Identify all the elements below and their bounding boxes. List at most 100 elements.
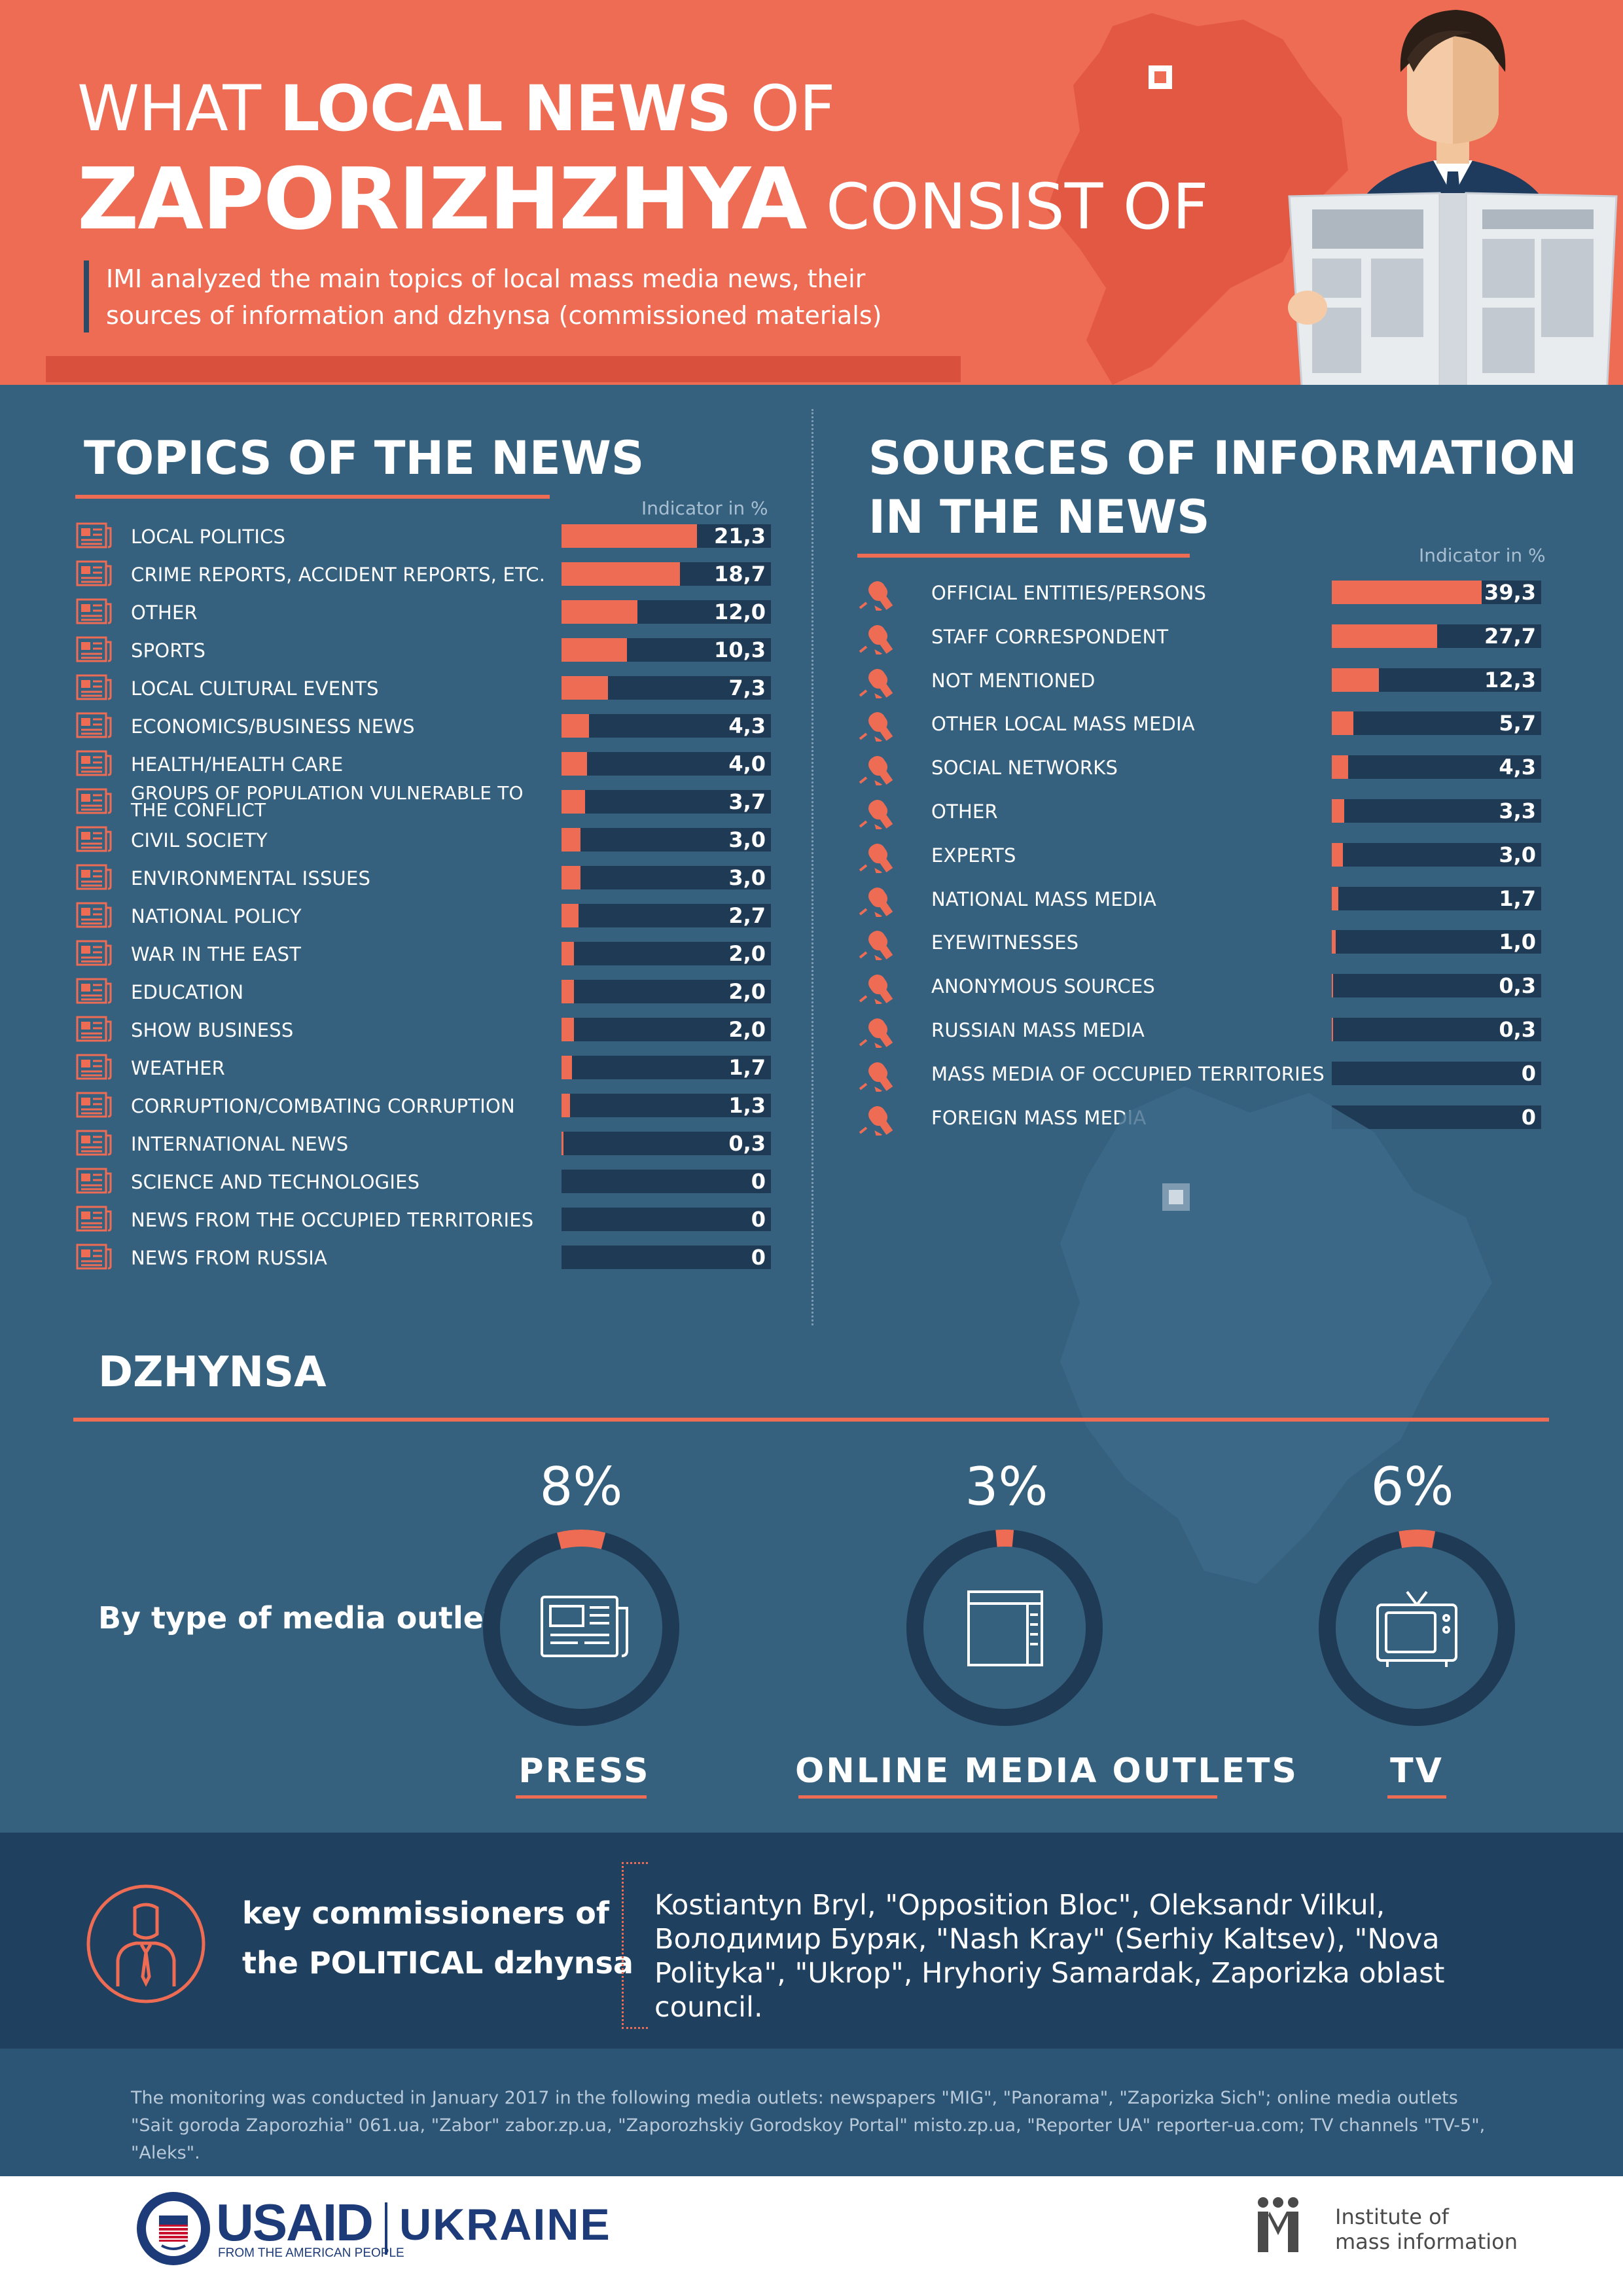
tv-label: TV (1390, 1751, 1444, 1791)
note-band (0, 2049, 1623, 2176)
bar-category-label: INTERNATIONAL NEWS (131, 1133, 349, 1155)
bar-track: 2,0 (562, 1018, 771, 1041)
person-icon (86, 1884, 205, 2003)
bar-category-label: NEWS FROM RUSSIA (131, 1247, 327, 1269)
newspaper-icon (76, 901, 113, 929)
dzhynsa-title: DZHYNSA (98, 1348, 327, 1397)
bar-track: 12,3 (1332, 668, 1541, 692)
bar (562, 676, 608, 700)
newspaper-icon (76, 863, 113, 891)
microphone-icon (857, 578, 894, 614)
bar-value-label: 12,0 (714, 600, 766, 624)
bar-track: 0 (562, 1246, 771, 1269)
bar (562, 562, 681, 586)
sources-rule (857, 554, 1190, 558)
bar-value-label: 27,7 (1484, 623, 1536, 649)
topics-indicator-label: Indicator in % (641, 497, 768, 519)
bar-track: 3,7 (562, 790, 771, 814)
newspaper-icon (76, 1205, 113, 1232)
usaid-logo-text: USAID (216, 2193, 374, 2251)
bar-value-label: 1,7 (728, 1055, 766, 1080)
microphone-icon (857, 840, 894, 876)
bar-category-label: CORRUPTION/COMBATING CORRUPTION (131, 1095, 515, 1117)
bar (562, 1056, 573, 1079)
press-label: PRESS (518, 1751, 651, 1791)
bar-track: 4,0 (562, 752, 771, 776)
bar-category-label: MASS MEDIA OF OCCUPIED TERRITORIES (931, 1062, 1325, 1085)
bar (562, 942, 575, 965)
bar-category-label: SOCIAL NETWORKS (931, 757, 1118, 780)
commissioners-list: Kostiantyn Bryl, "Opposition Bloc", Olek… (654, 1889, 1445, 2024)
newspaper-icon (76, 825, 113, 853)
tv-underline (1387, 1795, 1446, 1799)
bar-value-label: 0,3 (1499, 1017, 1536, 1042)
bar-track: 3,0 (562, 866, 771, 889)
newspaper-icon (76, 1091, 113, 1119)
bar-category-label: LOCAL POLITICS (131, 526, 286, 548)
bar-value-label: 4,0 (728, 751, 766, 776)
microphone-icon (857, 622, 894, 658)
bar-category-label: HEALTH/HEALTH CARE (131, 753, 344, 776)
bar (1332, 799, 1345, 823)
microphone-icon (857, 1059, 894, 1095)
bar-category-label: RUSSIAN MASS MEDIA (931, 1019, 1145, 1041)
bar-track: 0 (562, 1170, 771, 1193)
bar (562, 638, 627, 662)
bar-category-label: ANONYMOUS SOURCES (931, 975, 1156, 998)
monitoring-note: The monitoring was conducted in January … (131, 2088, 1486, 2163)
bar-track: 0 (562, 1208, 771, 1231)
bar-track: 0 (1332, 1105, 1541, 1129)
bar-value-label: 21,3 (714, 524, 766, 548)
browser-window-icon (967, 1590, 1043, 1666)
bar-category-label: WAR IN THE EAST (131, 943, 302, 965)
bar-value-label: 0 (751, 1169, 766, 1194)
bar-track: 21,3 (562, 524, 771, 548)
online-percent: 3% (965, 1456, 1048, 1517)
microphone-icon (857, 797, 894, 833)
bar-value-label: 2,0 (728, 979, 766, 1004)
press-underline (516, 1795, 647, 1799)
newspaper-icon (76, 939, 113, 967)
bar-value-label: 12,3 (1484, 667, 1536, 692)
region-map-decoration (1060, 1086, 1492, 1584)
bar-value-label: 0 (751, 1245, 766, 1270)
bar-category-label: NOT MENTIONED (931, 669, 1096, 692)
bar-category-label: OTHER (931, 800, 998, 823)
bar-track: 3,3 (1332, 799, 1541, 823)
bar-value-label: 1,3 (728, 1093, 766, 1118)
bar-track: 0 (1332, 1060, 1541, 1086)
bar-value-label: 18,7 (714, 562, 766, 586)
sources-indicator-label: Indicator in % (1419, 545, 1546, 566)
bar-track: 4,3 (562, 714, 771, 738)
bar-category-label: EXPERTS (931, 844, 1016, 867)
bar-category-label: EDUCATION (131, 981, 244, 1003)
bar-value-label: 1,7 (1499, 886, 1536, 911)
bar-category-label: SCIENCE AND TECHNOLOGIES (131, 1171, 420, 1193)
bar-track: 0,3 (1332, 1018, 1541, 1041)
bar-category-label: LOCAL CULTURAL EVENTS (131, 677, 379, 700)
microphone-icon (857, 927, 894, 963)
bar-value-label: 4,3 (1499, 755, 1536, 780)
newspaper-icon (76, 598, 113, 625)
newspaper-icon (76, 1015, 113, 1043)
press-percent: 8% (539, 1456, 623, 1517)
bar-value-label: 3,0 (728, 827, 766, 852)
bar-track: 7,3 (562, 676, 771, 700)
bar-track: 3,0 (562, 828, 771, 852)
bar-value-label: 0 (1521, 1104, 1536, 1130)
microphone-icon (857, 753, 894, 789)
bar-value-label: 0,3 (1499, 973, 1536, 999)
bar-track: 1,3 (562, 1094, 771, 1117)
tv-percent: 6% (1370, 1456, 1454, 1517)
microphone-icon (857, 971, 894, 1007)
title-line-2: ZAPORIZHZHYA CONSIST OF (77, 149, 1209, 249)
bar (562, 524, 697, 548)
bar-track: 18,7 (562, 562, 771, 586)
bar-track: 39,3 (1332, 581, 1541, 604)
bar (1332, 930, 1336, 954)
bar-value-label: 3,0 (728, 865, 766, 890)
commissioners-bracket (622, 1862, 1538, 2029)
title-line-1: WHAT LOCAL NEWS OF (77, 72, 835, 145)
bar (562, 828, 581, 852)
bar-value-label: 0 (1521, 1060, 1536, 1086)
